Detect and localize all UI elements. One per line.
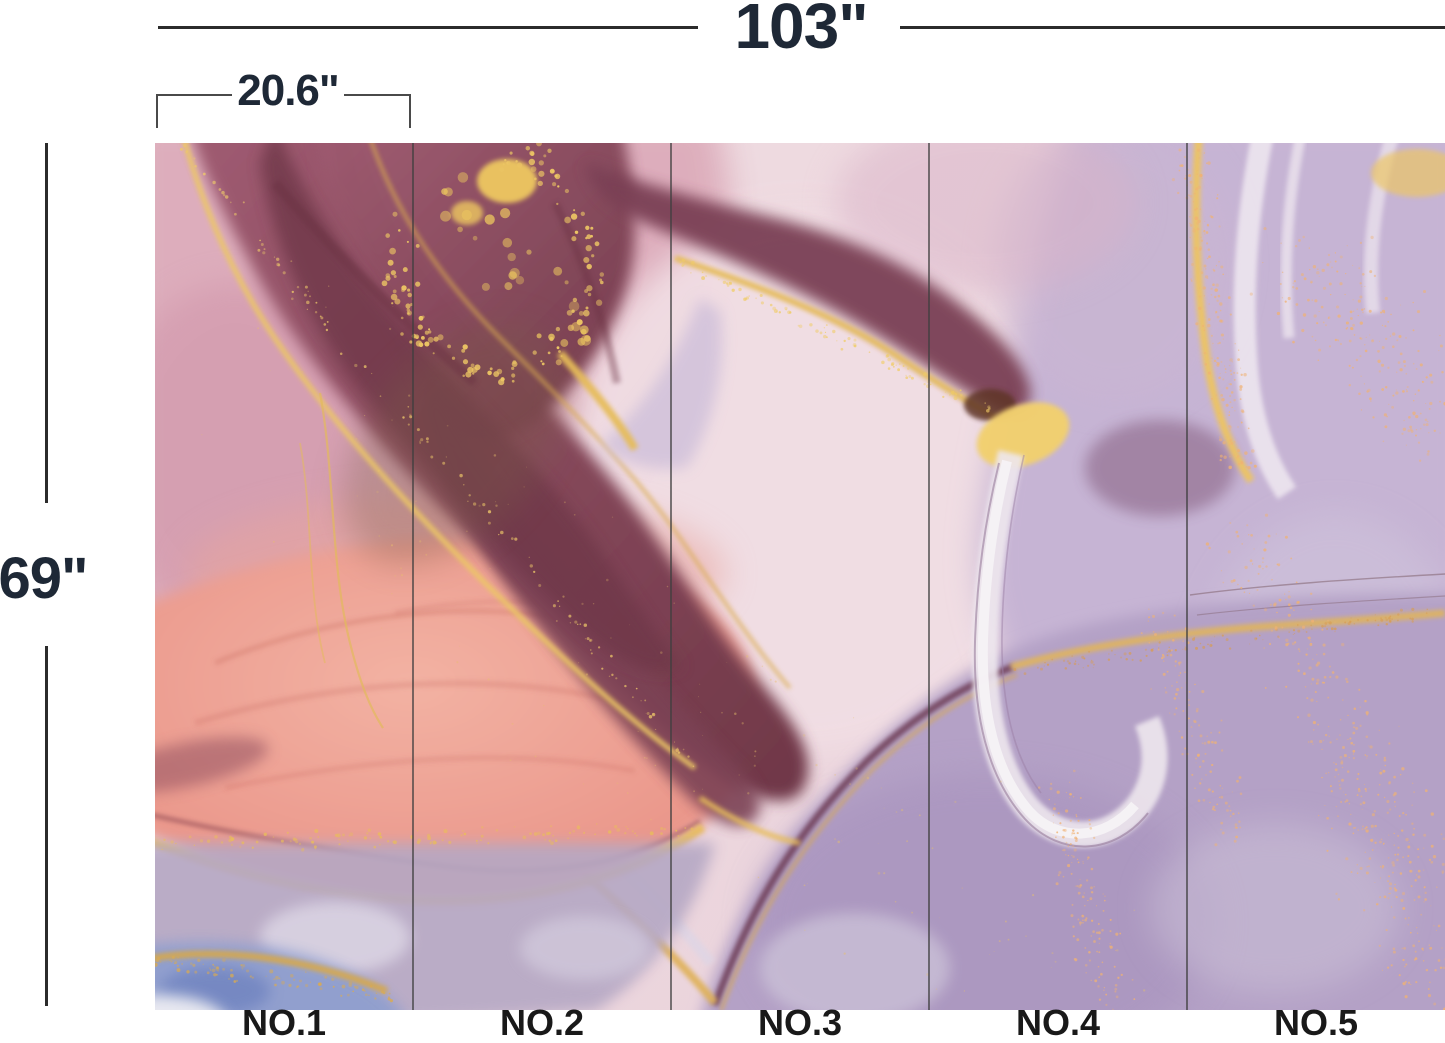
panel-width-bracket-tick-right bbox=[409, 94, 411, 128]
panel-label-2: NO.2 bbox=[413, 1005, 671, 1041]
marble-art bbox=[155, 143, 1445, 1010]
panel-label-5: NO.5 bbox=[1187, 1005, 1445, 1041]
width-dimension-line-left bbox=[158, 26, 698, 29]
width-dimension-line-right bbox=[900, 26, 1445, 29]
panel-width-label: 20.6" bbox=[215, 69, 361, 113]
panel-label-4: NO.4 bbox=[929, 1005, 1187, 1041]
panel-width-bracket-tick-left bbox=[156, 94, 158, 128]
wallpaper-mural-image bbox=[155, 143, 1445, 1010]
height-dimension-line-top bbox=[45, 143, 48, 503]
total-width-label: 103" bbox=[711, 0, 891, 58]
height-label: 69" bbox=[0, 550, 102, 608]
height-dimension-line-bottom bbox=[45, 646, 48, 1006]
panel-label-3: NO.3 bbox=[671, 1005, 929, 1041]
panel-label-1: NO.1 bbox=[155, 1005, 413, 1041]
